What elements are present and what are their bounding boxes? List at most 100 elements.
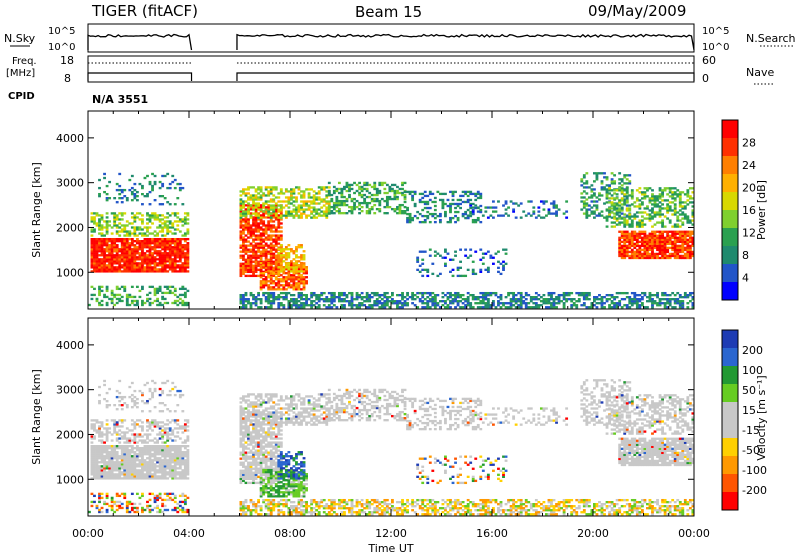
power-cell: [648, 242, 652, 246]
velocity-cell: [158, 467, 162, 470]
velocity-cell: [156, 457, 159, 460]
power-cell: [678, 219, 682, 222]
power-cell: [474, 272, 478, 276]
power-cell: [426, 270, 430, 274]
power-cell: [471, 218, 475, 222]
power-cell: [365, 293, 369, 297]
power-cell: [653, 201, 657, 204]
power-cell: [264, 261, 268, 265]
power-cell: [161, 248, 165, 251]
power-cell: [565, 298, 569, 301]
power-cell: [403, 210, 407, 213]
power-cell: [252, 260, 255, 263]
power-cell: [146, 254, 149, 257]
power-cell: [242, 224, 245, 227]
power-cell: [252, 264, 255, 267]
power-cell: [449, 300, 452, 303]
power-cell: [322, 198, 326, 201]
velocity-cell: [146, 457, 149, 460]
power-cell: [269, 306, 273, 309]
power-cell: [421, 262, 425, 265]
power-cell: [292, 300, 296, 303]
power-cell: [630, 230, 634, 233]
power-cell: [244, 300, 248, 303]
power-cell: [489, 293, 493, 297]
power-cell: [151, 222, 154, 225]
velocity-cell: [148, 469, 152, 472]
power-cell: [403, 200, 407, 204]
power-cell: [603, 186, 606, 189]
velocity-cell: [118, 469, 122, 472]
power-cell: [454, 254, 457, 257]
power-cell: [585, 204, 589, 207]
power-cell: [623, 240, 627, 244]
power-cell: [459, 274, 462, 278]
power-cell: [661, 250, 664, 254]
power-cell: [640, 221, 644, 224]
power-cell: [249, 254, 253, 257]
velocity-cell: [125, 477, 129, 480]
power-cell: [423, 200, 427, 204]
power-cell: [123, 287, 127, 291]
velocity-cell: [143, 475, 147, 478]
power-cell: [613, 197, 617, 200]
velocity-cell: [115, 455, 119, 458]
power-cell: [582, 291, 586, 295]
power-cell: [292, 190, 296, 193]
power-cell: [481, 214, 485, 217]
power-cell: [252, 232, 255, 235]
power-cell: [335, 187, 339, 191]
power-cell: [178, 240, 182, 243]
power-cell: [290, 274, 293, 277]
power-ylabel: Slant Range [km]: [30, 162, 43, 258]
power-cell: [332, 191, 336, 195]
power-cell: [120, 270, 124, 273]
power-cell: [337, 203, 341, 207]
velocity-cell: [113, 457, 117, 460]
power-cell: [666, 254, 670, 258]
power-cell: [370, 207, 374, 211]
power-cell: [688, 252, 692, 256]
power-cell: [247, 220, 250, 223]
power-cell: [264, 208, 268, 211]
power-cell: [322, 210, 326, 213]
power-cell: [555, 296, 558, 299]
power-cell: [545, 200, 548, 203]
power-cell: [130, 250, 134, 253]
power-cell: [173, 289, 177, 293]
power-cell: [287, 256, 291, 259]
power-cell: [691, 223, 695, 226]
velocity-cell: [115, 465, 119, 468]
power-cell: [663, 246, 667, 250]
power-cell: [141, 250, 144, 253]
power-cell: [635, 234, 639, 237]
power-cell: [297, 268, 301, 271]
power-cell: [630, 197, 634, 200]
power-cell: [143, 260, 147, 263]
power-cell: [380, 298, 384, 301]
velocity-cell: [141, 459, 144, 462]
power-cell: [640, 304, 644, 307]
power-cell: [295, 268, 298, 271]
power-cell: [310, 291, 314, 295]
power-cell: [529, 300, 533, 303]
power-cell: [103, 172, 106, 176]
power-cell: [539, 200, 543, 203]
power-cell: [433, 298, 437, 301]
power-cell: [120, 248, 124, 251]
power-cell: [519, 306, 523, 309]
power-cell: [640, 236, 644, 239]
power-cell: [595, 196, 599, 199]
power-cell: [98, 254, 101, 257]
power-cell: [355, 293, 359, 297]
power-cell: [408, 218, 412, 222]
power-cell: [534, 304, 538, 307]
power-cell: [360, 291, 364, 295]
power-cell: [259, 246, 263, 249]
power-cell: [292, 262, 296, 265]
velocity-cell: [100, 459, 104, 462]
velocity-cell: [115, 467, 119, 470]
power-cell: [628, 217, 632, 220]
power-cell: [426, 304, 430, 307]
power-cell: [282, 284, 286, 287]
